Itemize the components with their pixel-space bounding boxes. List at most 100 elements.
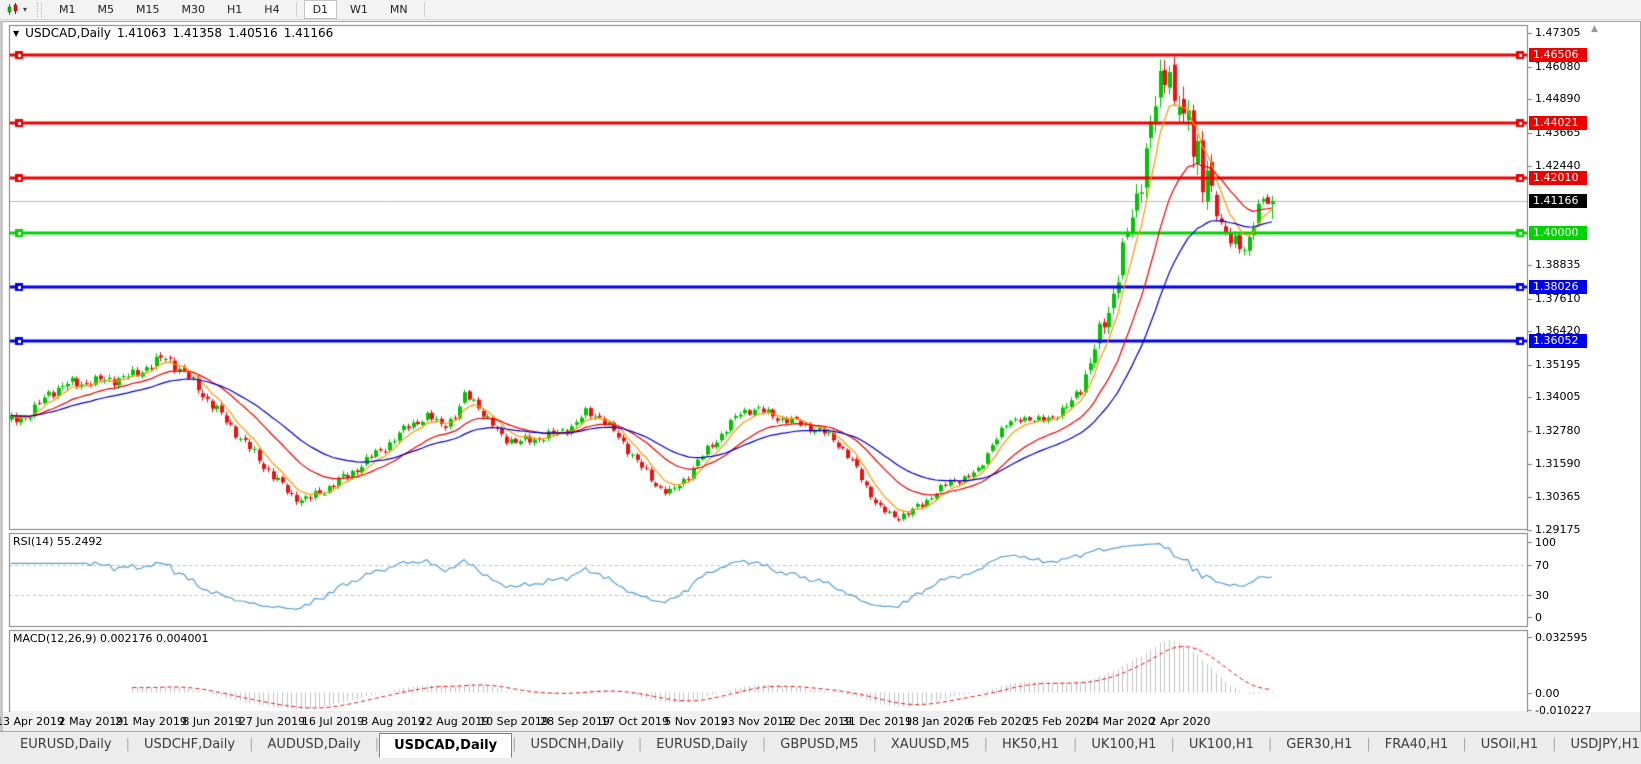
x-axis-label: 27 Jun 2019 [238,715,306,728]
ohlc-high: 1.41358 [172,26,223,40]
chart-tab-eurusd-daily[interactable]: EURUSD,Daily [20,737,112,752]
y-axis-label: 1.37610 [1535,292,1581,305]
x-axis-label: 22 Aug 2019 [418,715,490,728]
tab-separator: | [872,737,877,752]
y-axis-label: 1.47305 [1535,26,1581,39]
price-line-label: 1.36052 [1529,334,1587,348]
macd-scale-label: 0.032595 [1535,631,1588,644]
rsi-label: RSI(14) 55.2492 [13,535,103,548]
y-axis-label: 1.36420 [1535,324,1581,337]
tab-separator: | [637,737,643,752]
y-axis-label: 1.42440 [1535,159,1581,172]
y-axis-label: 1.31590 [1535,457,1581,470]
chart-tab-usdjpy-h1[interactable]: USDJPY,H1 [1570,737,1640,752]
chart-tab-usdcnh-daily[interactable]: USDCNH,Daily [530,737,624,752]
toolbar: ▾ M1 M5 M15 M30 H1 H4 D1 W1 MN [0,0,1641,20]
chart-tab-gbpusd-m5[interactable]: GBPUSD,M5 [780,737,859,752]
candlestick-chart-icon[interactable] [4,2,22,18]
y-axis-label: 1.35195 [1535,358,1581,371]
timeframe-button-h4[interactable]: H4 [264,3,280,16]
timeframe-button-m5[interactable]: M5 [97,3,115,16]
price-chart-canvas[interactable] [3,22,1640,730]
x-axis-label: 12 Dec 2019 [781,715,853,728]
chart-tab-ger30-h1[interactable]: GER30,H1 [1286,737,1353,752]
y-axis-label: 1.34005 [1535,390,1581,403]
macd-scale-label: -0.010227 [1535,704,1592,717]
tab-separator: | [1073,737,1078,752]
x-axis-label: 31 Dec 2019 [841,715,913,728]
timeframe-button-w1[interactable]: W1 [350,3,368,16]
tab-separator: | [512,737,517,752]
x-axis-label: 13 Apr 2019 [0,715,65,728]
toolbar-separator [295,2,297,17]
price-line-label: 1.42010 [1529,171,1587,185]
chart-tab-xauusd-m5[interactable]: XAUUSD,M5 [890,737,970,752]
macd-scale-label: 0.00 [1535,687,1560,700]
chart-tab-usdcad-daily[interactable]: USDCAD,Daily [379,733,513,758]
timeframe-button-mn[interactable]: MN [389,3,408,16]
y-axis-label: 1.38835 [1535,258,1581,271]
chart-title: ▼ USDCAD,Daily 1.41063 1.41358 1.40516 1.4116… [13,26,333,40]
timeframe-button-m15[interactable]: M15 [136,3,160,16]
x-axis-label: 16 Jul 2019 [301,715,365,728]
chart-tab-uk100-h1[interactable]: UK100,H1 [1091,737,1157,752]
chart-menu-caret-icon[interactable]: ▼ [13,29,20,38]
timeframe-button-d1[interactable]: D1 [303,0,338,19]
x-axis-label: 23 Nov 2019 [720,715,792,728]
rsi-scale-label: 70 [1535,559,1549,572]
x-axis-label: 14 Mar 2020 [1085,715,1155,728]
date-axis[interactable] [3,712,1640,732]
tab-separator: | [374,737,380,752]
y-axis-label: 1.30365 [1535,490,1581,503]
chart-tab-fra40-h1[interactable]: FRA40,H1 [1384,737,1449,752]
tab-separator: | [1462,737,1467,752]
price-line-label: 1.44021 [1529,116,1587,130]
x-axis-label: 10 Sep 2019 [479,715,549,728]
chart-symbol-period: USDCAD,Daily [25,26,111,40]
timeframe-button-h1[interactable]: H1 [227,3,243,16]
tab-separator: | [1366,737,1371,752]
x-axis-label: 18 Jan 2020 [905,715,971,728]
chart-type-dropdown-caret[interactable]: ▾ [23,5,28,14]
x-axis-label: 2 Apr 2020 [1149,715,1211,728]
tab-separator: | [249,737,254,752]
x-axis-label: 3 Aug 2019 [361,715,425,728]
chart-window: ▼ USDCAD,Daily 1.41063 1.41358 1.40516 1.4116… [0,21,1641,732]
x-axis-label: 2 May 2019 [58,715,124,728]
scroll-up-icon[interactable]: ▲ [1591,24,1598,34]
ohlc-close: 1.41166 [283,26,334,40]
x-axis-label: 21 May 2019 [115,715,187,728]
y-axis-label: 1.44890 [1535,92,1581,105]
y-axis-label: 1.32780 [1535,424,1581,437]
chart-tab-uk100-h1[interactable]: UK100,H1 [1188,737,1254,752]
chart-tab-audusd-daily[interactable]: AUDUSD,Daily [267,737,361,752]
tab-separator: | [761,737,767,752]
timeframe-button-m30[interactable]: M30 [181,3,206,16]
chart-tab-eurusd-daily[interactable]: EURUSD,Daily [656,737,748,752]
ohlc-open: 1.41063 [116,26,167,40]
tab-separator: | [1267,737,1273,752]
rsi-scale-label: 30 [1535,589,1549,602]
x-axis-label: 6 Feb 2020 [967,715,1029,728]
chart-tab-hk50-h1[interactable]: HK50,H1 [1002,737,1060,752]
chart-tab-usoil-h1[interactable]: USOil,H1 [1480,737,1539,752]
ohlc-low: 1.40516 [228,26,278,40]
current-price-label: 1.41166 [1529,194,1587,208]
tab-separator: | [1170,737,1175,752]
chart-tab-usdchf-daily[interactable]: USDCHF,Daily [143,737,236,752]
y-axis-label: 1.46080 [1535,60,1581,73]
rsi-scale-label: 0 [1535,611,1542,624]
price-line-label: 1.40000 [1529,226,1587,240]
price-line-label: 1.38026 [1529,280,1587,294]
tab-separator: | [983,737,988,752]
rsi-scale-label: 100 [1535,536,1556,549]
x-axis-label: 17 Oct 2019 [600,715,670,728]
price-line-label: 1.46506 [1529,48,1587,62]
x-axis-label: 28 Sep 2019 [540,715,610,728]
y-axis-label: 1.29175 [1535,523,1581,536]
timeframe-button-m1[interactable]: M1 [59,3,76,16]
tab-separator: | [1552,737,1557,752]
toolbar-grip[interactable] [37,2,43,17]
timeframe-buttons: M1 M5 M15 M30 H1 H4 D1 W1 MN [48,0,430,19]
